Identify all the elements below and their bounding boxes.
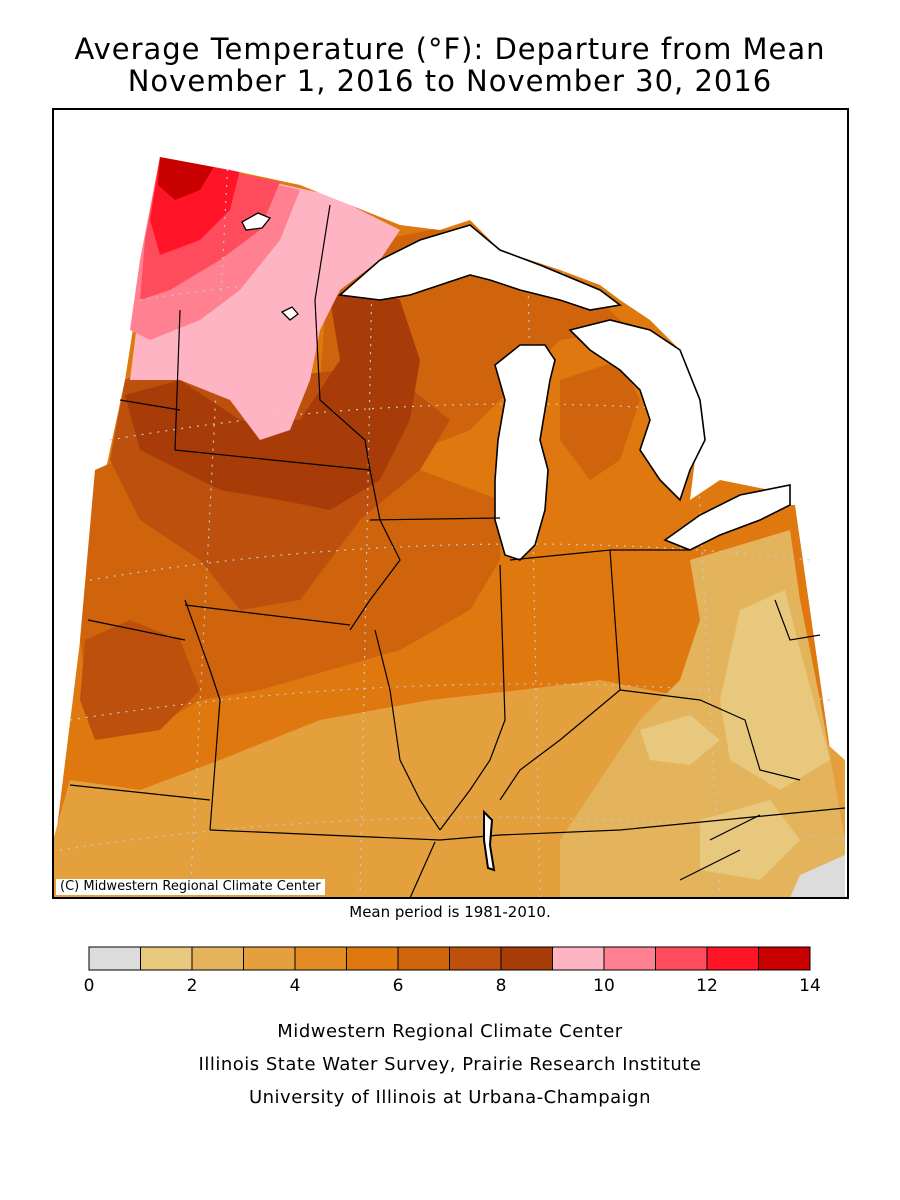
legend-tick-14: 14 [799, 976, 821, 996]
legend-tick-4: 4 [289, 976, 301, 996]
legend-tick-2: 2 [186, 976, 198, 996]
legend-bin-12 [706, 946, 759, 971]
legend-bin-1 [140, 946, 193, 971]
footer-line3: University of Illinois at Urbana-Champai… [248, 1087, 652, 1108]
legend-tick-0: 0 [83, 976, 95, 996]
map-title-line1: Average Temperature (°F): Departure from… [74, 32, 826, 66]
zone-1-2-center [640, 715, 720, 765]
color-legend [88, 946, 811, 971]
lake-erie [663, 484, 791, 551]
zone-1-2-east [720, 590, 830, 790]
zone-13-14 [158, 157, 215, 200]
canada [53, 109, 848, 505]
mean-period-note: Mean period is 1981-2010. [349, 903, 551, 921]
lake-red [280, 306, 299, 321]
map-title-line2: November 1, 2016 to November 30, 2016 [127, 64, 773, 98]
lake-michigan [494, 344, 556, 561]
footer-line1: Midwestern Regional Climate Center [277, 1021, 623, 1042]
zone-7-8-west [80, 620, 200, 740]
state-boundaries [69, 204, 846, 898]
legend-tick-6: 6 [392, 976, 404, 996]
map-frame [52, 108, 849, 899]
map-credit: (C) Midwestern Regional Climate Center [56, 879, 325, 895]
lake-of-the-woods [241, 212, 272, 231]
legend-bin-7 [449, 946, 502, 971]
kentucky-lake [483, 809, 496, 872]
legend-bin-10 [603, 946, 656, 971]
legend-bin-5 [346, 946, 399, 971]
legend-bin-4 [294, 946, 347, 971]
legend-bin-11 [655, 946, 708, 971]
legend-bin-9 [552, 946, 605, 971]
legend-bin-0 [88, 946, 141, 971]
legend-bin-8 [500, 946, 553, 971]
legend-bin-6 [397, 946, 450, 971]
lake-huron [568, 319, 706, 502]
legend-tick-8: 8 [495, 976, 507, 996]
legend-bin-3 [243, 946, 296, 971]
lake-superior [338, 224, 622, 311]
footer-line2: Illinois State Water Survey, Prairie Res… [198, 1054, 702, 1075]
legend-tick-10: 10 [593, 976, 615, 996]
zone-6-7-mich [560, 360, 640, 480]
legend-tick-12: 12 [696, 976, 718, 996]
zone-0-1-corner [790, 855, 845, 898]
legend-bin-13 [758, 946, 811, 971]
legend-bin-2 [191, 946, 244, 971]
